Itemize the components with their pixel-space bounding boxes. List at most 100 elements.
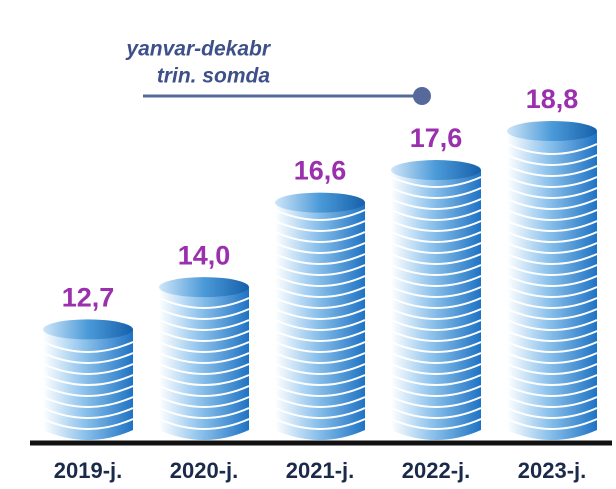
coin-edge bbox=[42, 352, 134, 364]
coin-edge bbox=[390, 176, 482, 188]
stack-top bbox=[391, 160, 481, 181]
coin-edge bbox=[390, 275, 482, 287]
coin-edge bbox=[274, 220, 366, 232]
coin-edge bbox=[390, 330, 482, 342]
coin-edge bbox=[390, 363, 482, 375]
coin-edge bbox=[274, 253, 366, 265]
stack-body bbox=[391, 170, 481, 440]
coin-edge bbox=[506, 363, 598, 375]
coin-edge bbox=[506, 209, 598, 221]
coin-edge bbox=[390, 187, 482, 199]
coin-edge bbox=[42, 363, 134, 375]
coin-edge bbox=[506, 308, 598, 320]
coin-edge bbox=[506, 143, 598, 155]
coin-edge bbox=[390, 341, 482, 353]
coin-edge bbox=[506, 242, 598, 254]
coin-edge bbox=[390, 385, 482, 397]
coin-edge bbox=[274, 286, 366, 298]
coin-edge bbox=[158, 363, 250, 375]
coin-edge bbox=[506, 352, 598, 364]
value-label: 12,7 bbox=[62, 283, 115, 313]
coin-edge bbox=[158, 330, 250, 342]
coin-edge bbox=[390, 209, 482, 221]
coin-edge bbox=[42, 396, 134, 408]
value-label: 17,6 bbox=[410, 123, 463, 153]
coin-edge bbox=[390, 407, 482, 419]
coin-edge bbox=[274, 352, 366, 364]
coin-edge bbox=[158, 352, 250, 364]
coin-edge bbox=[506, 418, 598, 430]
value-label: 16,6 bbox=[294, 156, 347, 186]
coin-edge bbox=[274, 319, 366, 331]
coin-edge bbox=[390, 352, 482, 364]
x-tick-label: 2022-j. bbox=[402, 458, 471, 483]
coin-edge bbox=[506, 264, 598, 276]
coin-edge bbox=[158, 319, 250, 331]
coin-edge bbox=[506, 220, 598, 232]
stack-top bbox=[43, 319, 133, 340]
coin-edge bbox=[158, 308, 250, 320]
value-label: 14,0 bbox=[178, 240, 231, 270]
coin-edge bbox=[506, 253, 598, 265]
coin-edge bbox=[390, 374, 482, 386]
coin-edge bbox=[42, 385, 134, 397]
coin-edge bbox=[506, 407, 598, 419]
annotation: trin. somda bbox=[157, 65, 271, 88]
coin-edge bbox=[158, 385, 250, 397]
coin-edge bbox=[274, 231, 366, 243]
stack-top bbox=[507, 121, 597, 142]
stack-top bbox=[159, 277, 249, 298]
coin-edge bbox=[158, 407, 250, 419]
coin-stack bbox=[390, 160, 482, 440]
coin-edge bbox=[390, 396, 482, 408]
coin-edge bbox=[390, 286, 482, 298]
coin-edge bbox=[274, 209, 366, 221]
coin-stack bbox=[42, 319, 134, 440]
annotation-dot bbox=[413, 87, 431, 105]
coin-edge bbox=[274, 242, 366, 254]
coin-stack bbox=[274, 192, 366, 440]
coin-edge bbox=[274, 418, 366, 430]
x-tick-label: 2023-j. bbox=[518, 458, 587, 483]
coin-edge bbox=[158, 297, 250, 309]
coin-edge bbox=[158, 374, 250, 386]
coin-edge bbox=[390, 297, 482, 309]
coin-edge bbox=[158, 396, 250, 408]
coin-edge bbox=[390, 231, 482, 243]
x-tick-label: 2021-j. bbox=[286, 458, 355, 483]
coin-edge bbox=[274, 407, 366, 419]
coin-edge bbox=[506, 176, 598, 188]
coin-edge bbox=[390, 253, 482, 265]
coin-edge bbox=[506, 154, 598, 166]
coin-edge bbox=[506, 165, 598, 177]
coin-edge bbox=[274, 396, 366, 408]
stack-body bbox=[275, 202, 365, 440]
coin-edge bbox=[274, 363, 366, 375]
coin-edge bbox=[506, 385, 598, 397]
coin-edge bbox=[274, 264, 366, 276]
value-label: 18,8 bbox=[526, 84, 579, 114]
coin-edge bbox=[390, 418, 482, 430]
coin-edge bbox=[506, 286, 598, 298]
coin-edge bbox=[506, 319, 598, 331]
coin-edge bbox=[506, 297, 598, 309]
coin-edge bbox=[158, 341, 250, 353]
x-tick-label: 2019-j. bbox=[54, 458, 123, 483]
coin-edge bbox=[506, 341, 598, 353]
coin-edge bbox=[274, 330, 366, 342]
coin-edge bbox=[274, 374, 366, 386]
coin-edge bbox=[390, 264, 482, 276]
coin-edge bbox=[42, 341, 134, 353]
coin-edge bbox=[506, 275, 598, 287]
coin-edge bbox=[390, 308, 482, 320]
x-tick-label: 2020-j. bbox=[170, 458, 239, 483]
coin-edge bbox=[42, 407, 134, 419]
coin-edge bbox=[506, 374, 598, 386]
coin-edge bbox=[274, 385, 366, 397]
coin-stack bbox=[506, 121, 598, 441]
coin-edge bbox=[506, 396, 598, 408]
coin-edge bbox=[274, 275, 366, 287]
coin-edge bbox=[506, 231, 598, 243]
coin-edge bbox=[390, 198, 482, 210]
